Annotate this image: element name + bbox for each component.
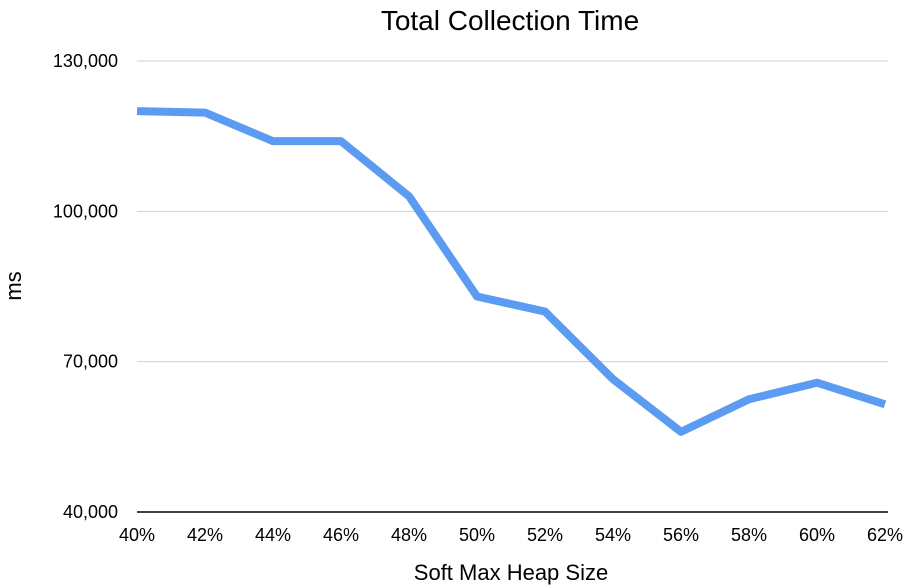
y-tick-label: 40,000 — [63, 502, 118, 522]
y-tick-label: 130,000 — [53, 51, 118, 71]
chart-title: Total Collection Time — [381, 5, 639, 36]
x-axis-ticks: 40% 42% 44% 46% 48% 50% 52% 54% 56% 58% 60% 62% — [119, 525, 903, 545]
x-tick-label: 40% — [119, 525, 155, 545]
x-tick-label: 58% — [731, 525, 767, 545]
x-tick-label: 52% — [527, 525, 563, 545]
x-tick-label: 56% — [663, 525, 699, 545]
x-tick-label: 48% — [391, 525, 427, 545]
y-axis-label: ms — [1, 271, 26, 300]
y-axis-ticks: 40,000 70,000 100,000 130,000 — [53, 51, 118, 522]
y-tick-label: 100,000 — [53, 201, 118, 221]
series-line — [136, 107, 887, 436]
x-tick-label: 42% — [187, 525, 223, 545]
y-tick-label: 70,000 — [63, 352, 118, 372]
gridlines — [137, 60, 888, 513]
x-tick-label: 62% — [867, 525, 903, 545]
x-tick-label: 60% — [799, 525, 835, 545]
x-tick-label: 46% — [323, 525, 359, 545]
x-tick-label: 54% — [595, 525, 631, 545]
series-layer — [136, 107, 887, 436]
x-tick-label: 50% — [459, 525, 495, 545]
x-tick-label: 44% — [255, 525, 291, 545]
x-axis-label: Soft Max Heap Size — [414, 560, 608, 585]
